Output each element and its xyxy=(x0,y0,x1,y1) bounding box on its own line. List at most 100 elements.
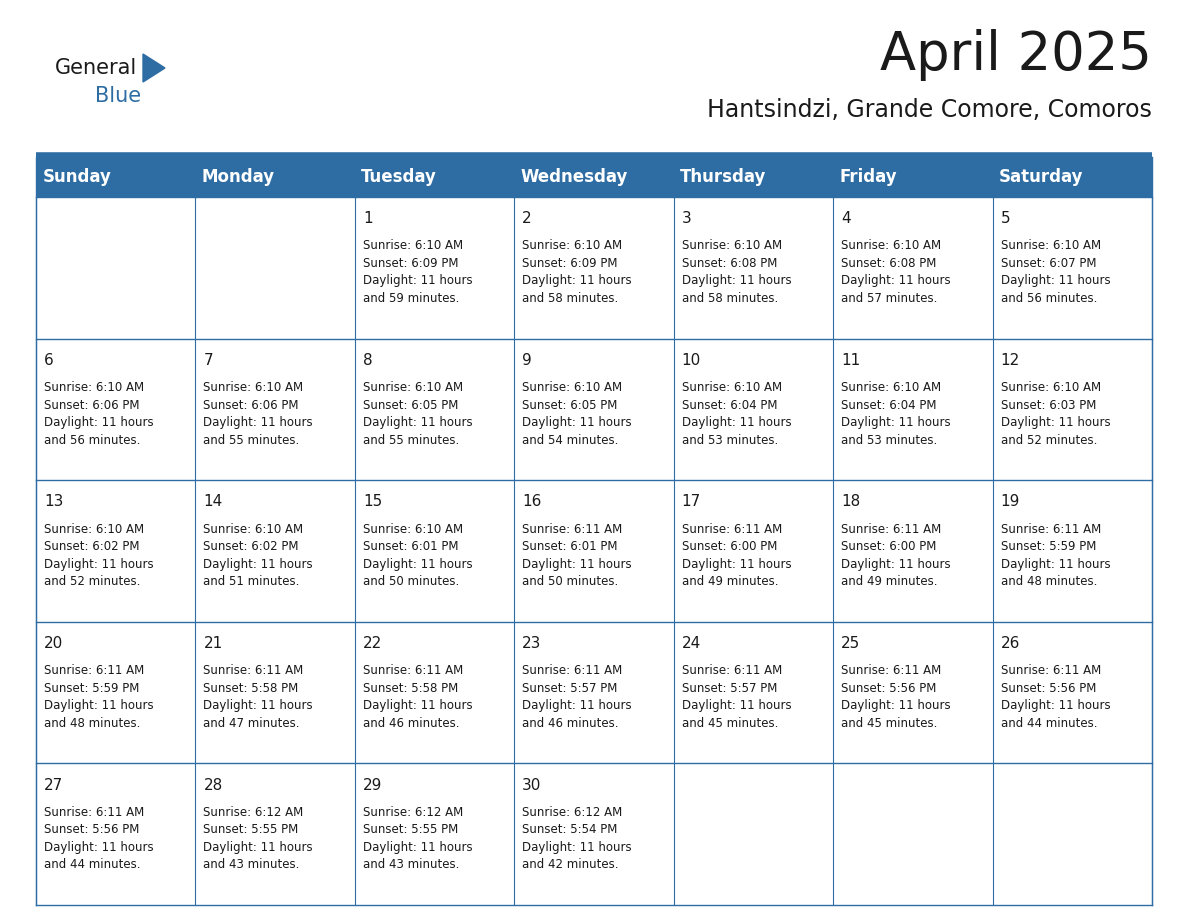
Text: April 2025: April 2025 xyxy=(880,29,1152,81)
Bar xyxy=(355,621,514,764)
Bar xyxy=(36,480,196,621)
Text: Monday: Monday xyxy=(202,168,274,186)
Bar xyxy=(36,339,196,480)
Bar xyxy=(196,764,355,905)
Bar xyxy=(514,764,674,905)
Text: 15: 15 xyxy=(362,495,383,509)
Text: Wednesday: Wednesday xyxy=(520,168,628,186)
Bar xyxy=(674,197,833,339)
Text: Sunrise: 6:11 AM
Sunset: 5:57 PM
Daylight: 11 hours
and 45 minutes.: Sunrise: 6:11 AM Sunset: 5:57 PM Dayligh… xyxy=(682,665,791,730)
Text: Sunrise: 6:11 AM
Sunset: 6:01 PM
Daylight: 11 hours
and 50 minutes.: Sunrise: 6:11 AM Sunset: 6:01 PM Dayligh… xyxy=(523,522,632,588)
Text: Sunrise: 6:10 AM
Sunset: 6:04 PM
Daylight: 11 hours
and 53 minutes.: Sunrise: 6:10 AM Sunset: 6:04 PM Dayligh… xyxy=(682,381,791,446)
Text: Sunrise: 6:11 AM
Sunset: 5:56 PM
Daylight: 11 hours
and 44 minutes.: Sunrise: 6:11 AM Sunset: 5:56 PM Dayligh… xyxy=(44,806,153,871)
Bar xyxy=(355,197,514,339)
Text: Sunrise: 6:10 AM
Sunset: 6:08 PM
Daylight: 11 hours
and 58 minutes.: Sunrise: 6:10 AM Sunset: 6:08 PM Dayligh… xyxy=(682,240,791,305)
Text: Sunrise: 6:10 AM
Sunset: 6:09 PM
Daylight: 11 hours
and 58 minutes.: Sunrise: 6:10 AM Sunset: 6:09 PM Dayligh… xyxy=(523,240,632,305)
Bar xyxy=(36,764,196,905)
Text: 8: 8 xyxy=(362,353,373,368)
Text: Sunrise: 6:11 AM
Sunset: 6:00 PM
Daylight: 11 hours
and 49 minutes.: Sunrise: 6:11 AM Sunset: 6:00 PM Dayligh… xyxy=(682,522,791,588)
Text: 23: 23 xyxy=(523,636,542,651)
Text: Sunrise: 6:11 AM
Sunset: 5:57 PM
Daylight: 11 hours
and 46 minutes.: Sunrise: 6:11 AM Sunset: 5:57 PM Dayligh… xyxy=(523,665,632,730)
Bar xyxy=(992,339,1152,480)
Text: Sunrise: 6:11 AM
Sunset: 5:58 PM
Daylight: 11 hours
and 47 minutes.: Sunrise: 6:11 AM Sunset: 5:58 PM Dayligh… xyxy=(203,665,312,730)
Text: 24: 24 xyxy=(682,636,701,651)
Bar xyxy=(36,621,196,764)
Text: Thursday: Thursday xyxy=(680,168,766,186)
Text: Blue: Blue xyxy=(95,86,141,106)
Text: 22: 22 xyxy=(362,636,383,651)
Bar xyxy=(196,197,355,339)
Text: Sunrise: 6:10 AM
Sunset: 6:04 PM
Daylight: 11 hours
and 53 minutes.: Sunrise: 6:10 AM Sunset: 6:04 PM Dayligh… xyxy=(841,381,950,446)
Text: Friday: Friday xyxy=(840,168,897,186)
Text: 16: 16 xyxy=(523,495,542,509)
Text: 7: 7 xyxy=(203,353,213,368)
Bar xyxy=(674,480,833,621)
Text: Sunrise: 6:10 AM
Sunset: 6:06 PM
Daylight: 11 hours
and 56 minutes.: Sunrise: 6:10 AM Sunset: 6:06 PM Dayligh… xyxy=(44,381,153,446)
Bar xyxy=(355,764,514,905)
Text: Hantsindzi, Grande Comore, Comoros: Hantsindzi, Grande Comore, Comoros xyxy=(707,98,1152,122)
Bar xyxy=(514,197,674,339)
Text: 4: 4 xyxy=(841,211,851,226)
Text: 14: 14 xyxy=(203,495,222,509)
Bar xyxy=(196,621,355,764)
Text: 20: 20 xyxy=(44,636,63,651)
Bar xyxy=(674,764,833,905)
Text: 13: 13 xyxy=(44,495,63,509)
Text: 30: 30 xyxy=(523,778,542,792)
Text: Sunrise: 6:11 AM
Sunset: 6:00 PM
Daylight: 11 hours
and 49 minutes.: Sunrise: 6:11 AM Sunset: 6:00 PM Dayligh… xyxy=(841,522,950,588)
Bar xyxy=(196,480,355,621)
Text: Tuesday: Tuesday xyxy=(361,168,437,186)
Text: 29: 29 xyxy=(362,778,383,792)
Text: Sunrise: 6:10 AM
Sunset: 6:05 PM
Daylight: 11 hours
and 54 minutes.: Sunrise: 6:10 AM Sunset: 6:05 PM Dayligh… xyxy=(523,381,632,446)
Text: Sunrise: 6:11 AM
Sunset: 5:59 PM
Daylight: 11 hours
and 48 minutes.: Sunrise: 6:11 AM Sunset: 5:59 PM Dayligh… xyxy=(1000,522,1110,588)
Bar xyxy=(196,339,355,480)
Text: Sunrise: 6:10 AM
Sunset: 6:03 PM
Daylight: 11 hours
and 52 minutes.: Sunrise: 6:10 AM Sunset: 6:03 PM Dayligh… xyxy=(1000,381,1110,446)
Text: 28: 28 xyxy=(203,778,222,792)
Bar xyxy=(992,764,1152,905)
Text: Sunrise: 6:11 AM
Sunset: 5:58 PM
Daylight: 11 hours
and 46 minutes.: Sunrise: 6:11 AM Sunset: 5:58 PM Dayligh… xyxy=(362,665,473,730)
Text: Sunrise: 6:10 AM
Sunset: 6:08 PM
Daylight: 11 hours
and 57 minutes.: Sunrise: 6:10 AM Sunset: 6:08 PM Dayligh… xyxy=(841,240,950,305)
Text: 10: 10 xyxy=(682,353,701,368)
Bar xyxy=(674,621,833,764)
Text: 3: 3 xyxy=(682,211,691,226)
Text: Sunrise: 6:11 AM
Sunset: 5:56 PM
Daylight: 11 hours
and 44 minutes.: Sunrise: 6:11 AM Sunset: 5:56 PM Dayligh… xyxy=(1000,665,1110,730)
Bar xyxy=(833,339,992,480)
Text: Sunrise: 6:10 AM
Sunset: 6:09 PM
Daylight: 11 hours
and 59 minutes.: Sunrise: 6:10 AM Sunset: 6:09 PM Dayligh… xyxy=(362,240,473,305)
Bar xyxy=(514,339,674,480)
Text: 27: 27 xyxy=(44,778,63,792)
Bar xyxy=(36,197,196,339)
Text: 5: 5 xyxy=(1000,211,1010,226)
Text: 11: 11 xyxy=(841,353,860,368)
Text: 6: 6 xyxy=(44,353,53,368)
Text: Sunrise: 6:11 AM
Sunset: 5:59 PM
Daylight: 11 hours
and 48 minutes.: Sunrise: 6:11 AM Sunset: 5:59 PM Dayligh… xyxy=(44,665,153,730)
Text: Sunday: Sunday xyxy=(43,168,112,186)
Text: 18: 18 xyxy=(841,495,860,509)
Bar xyxy=(992,197,1152,339)
Text: Sunrise: 6:12 AM
Sunset: 5:54 PM
Daylight: 11 hours
and 42 minutes.: Sunrise: 6:12 AM Sunset: 5:54 PM Dayligh… xyxy=(523,806,632,871)
Text: Sunrise: 6:12 AM
Sunset: 5:55 PM
Daylight: 11 hours
and 43 minutes.: Sunrise: 6:12 AM Sunset: 5:55 PM Dayligh… xyxy=(203,806,312,871)
Text: 26: 26 xyxy=(1000,636,1020,651)
Text: Sunrise: 6:11 AM
Sunset: 5:56 PM
Daylight: 11 hours
and 45 minutes.: Sunrise: 6:11 AM Sunset: 5:56 PM Dayligh… xyxy=(841,665,950,730)
Bar xyxy=(833,197,992,339)
Text: 2: 2 xyxy=(523,211,532,226)
Bar xyxy=(355,339,514,480)
Text: Sunrise: 6:10 AM
Sunset: 6:02 PM
Daylight: 11 hours
and 51 minutes.: Sunrise: 6:10 AM Sunset: 6:02 PM Dayligh… xyxy=(203,522,312,588)
Text: Saturday: Saturday xyxy=(999,168,1083,186)
Text: 21: 21 xyxy=(203,636,222,651)
Text: 19: 19 xyxy=(1000,495,1020,509)
Text: Sunrise: 6:10 AM
Sunset: 6:02 PM
Daylight: 11 hours
and 52 minutes.: Sunrise: 6:10 AM Sunset: 6:02 PM Dayligh… xyxy=(44,522,153,588)
Bar xyxy=(355,480,514,621)
Text: Sunrise: 6:10 AM
Sunset: 6:05 PM
Daylight: 11 hours
and 55 minutes.: Sunrise: 6:10 AM Sunset: 6:05 PM Dayligh… xyxy=(362,381,473,446)
Text: 25: 25 xyxy=(841,636,860,651)
Text: 12: 12 xyxy=(1000,353,1019,368)
Text: General: General xyxy=(55,58,138,78)
Polygon shape xyxy=(143,54,165,82)
Bar xyxy=(36,157,1152,197)
Bar xyxy=(833,764,992,905)
Text: Sunrise: 6:10 AM
Sunset: 6:06 PM
Daylight: 11 hours
and 55 minutes.: Sunrise: 6:10 AM Sunset: 6:06 PM Dayligh… xyxy=(203,381,312,446)
Text: 9: 9 xyxy=(523,353,532,368)
Bar xyxy=(514,480,674,621)
Bar xyxy=(514,621,674,764)
Bar xyxy=(992,480,1152,621)
Text: Sunrise: 6:10 AM
Sunset: 6:01 PM
Daylight: 11 hours
and 50 minutes.: Sunrise: 6:10 AM Sunset: 6:01 PM Dayligh… xyxy=(362,522,473,588)
